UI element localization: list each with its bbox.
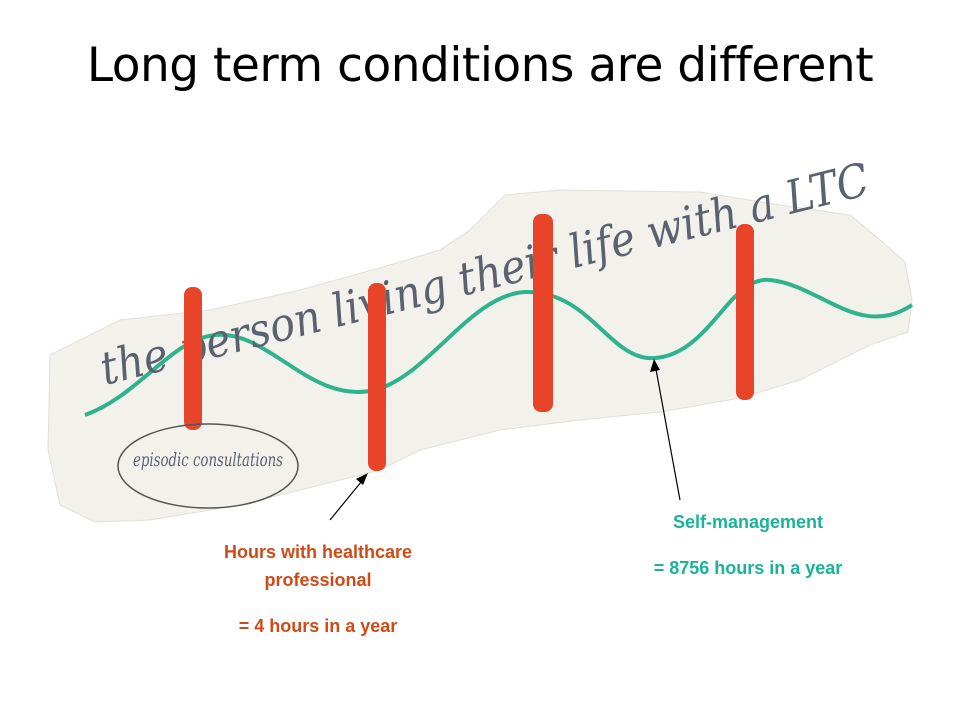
arrow — [329, 475, 367, 521]
arrow-head — [356, 473, 368, 485]
bubble-text: episodic consultations — [133, 449, 283, 471]
arrow-head — [650, 359, 660, 372]
red-bar — [736, 224, 754, 400]
red-bar — [184, 287, 202, 430]
red-bar — [533, 214, 553, 412]
callout: Hours with healthcare professional = 4 h… — [170, 538, 466, 640]
callout-heading: Hours with healthcare professional — [223, 542, 413, 590]
paper-strip — [47, 189, 913, 523]
bubble — [117, 423, 299, 509]
callout-detail: = 4 hours in a year — [238, 616, 398, 636]
callout: Self-management = 8756 hours in a year — [600, 508, 896, 582]
slide-title: Long term conditions are different — [86, 38, 874, 93]
callout-heading: Self-management — [672, 512, 824, 532]
red-bar — [368, 283, 386, 471]
arrow — [654, 363, 681, 501]
callout-detail: = 8756 hours in a year — [653, 558, 843, 578]
wave-line — [84, 277, 914, 417]
